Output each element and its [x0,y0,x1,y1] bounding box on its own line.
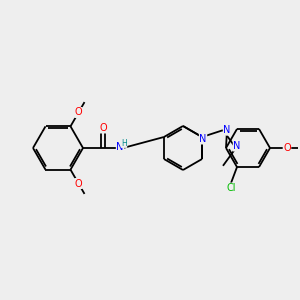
Text: H: H [121,139,127,148]
Text: N: N [116,142,124,152]
Text: O: O [99,123,107,133]
Text: O: O [283,143,291,153]
Text: N: N [223,125,231,135]
Text: O: O [75,178,82,188]
Text: Cl: Cl [226,183,236,193]
Text: N: N [200,134,207,144]
Text: N: N [233,141,241,151]
Text: O: O [75,107,82,118]
